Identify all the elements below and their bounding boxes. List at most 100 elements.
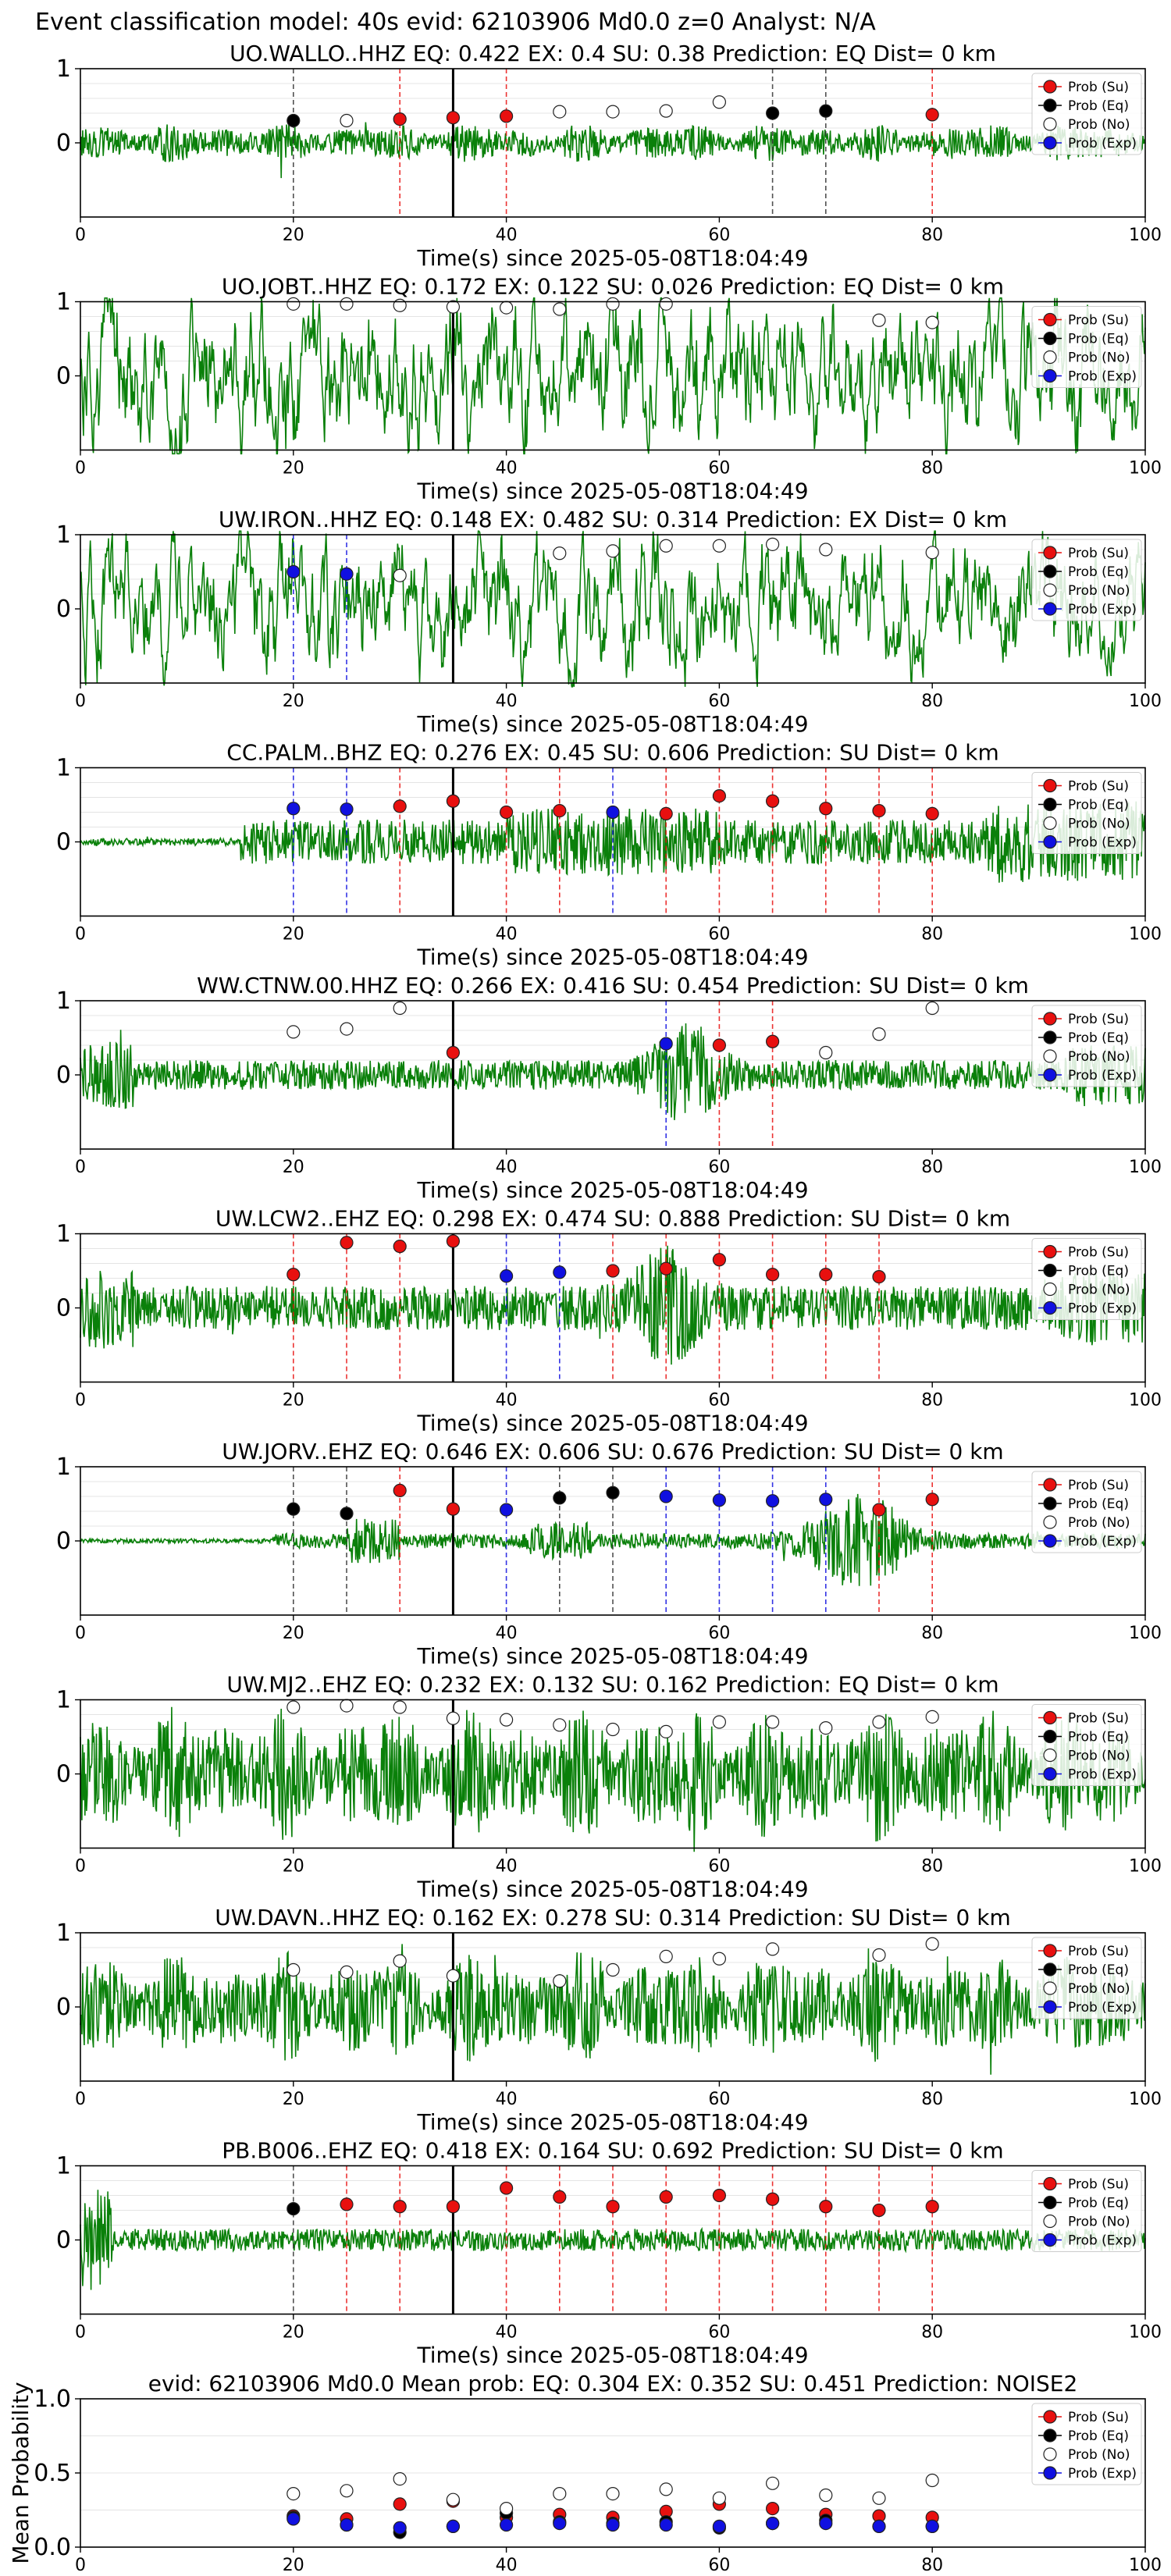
x-tick-label: 60: [708, 1857, 730, 1877]
y-tick-label: 0.5: [34, 2460, 71, 2487]
legend-marker-no: [1043, 1981, 1057, 1995]
legend-label-no: Prob (No): [1068, 350, 1130, 366]
x-tick-label: 100: [1129, 2090, 1162, 2109]
legend-label-no: Prob (No): [1068, 117, 1130, 133]
legend-label-exp: Prob (Exp): [1068, 2000, 1137, 2016]
legend-label-eq: Prob (Eq): [1068, 1962, 1129, 1978]
legend: Prob (Su) Prob (Eq) Prob (No) Prob (Exp): [1031, 2170, 1142, 2252]
legend: Prob (Su) Prob (Eq) Prob (No) Prob (Exp): [1031, 1238, 1142, 1320]
panel-6: UW.LCW2..EHZ EQ: 0.298 EX: 0.474 SU: 0.8…: [56, 1206, 1162, 1436]
legend-marker-eq: [1043, 1030, 1057, 1044]
prob-marker-no: [287, 1025, 301, 1039]
prob-marker-su: [659, 806, 673, 821]
legend: Prob (Su) Prob (Eq) Prob (No) Prob (Exp): [1031, 73, 1142, 155]
legend-label-su: Prob (Su): [1068, 1245, 1129, 1261]
legend-label-su: Prob (Su): [1068, 1944, 1129, 1959]
x-tick-label: 100: [1129, 1391, 1162, 1411]
prob-marker-exp: [659, 1489, 673, 1503]
prob-marker-no: [872, 1948, 886, 1962]
prob-marker-eq: [606, 1485, 620, 1500]
legend-marker-exp: [1043, 1534, 1057, 1548]
x-tick-label: 40: [496, 2323, 518, 2343]
legend-label-exp: Prob (Exp): [1068, 835, 1137, 851]
mean-marker-exp: [712, 2519, 727, 2533]
mean-marker-no: [925, 2473, 939, 2488]
prob-marker-exp: [712, 1493, 727, 1507]
legend: Prob (Su) Prob (Eq) Prob (No) Prob (Exp): [1031, 772, 1142, 854]
prob-marker-su: [553, 803, 567, 818]
waveform-trace: [80, 1245, 1146, 1365]
legend-label-su: Prob (Su): [1068, 80, 1129, 95]
panel-1: UO.WALLO..HHZ EQ: 0.422 EX: 0.4 SU: 0.38…: [56, 41, 1162, 271]
prob-marker-su: [765, 794, 780, 808]
y-tick-label: 1: [56, 1453, 71, 1481]
prob-marker-exp: [553, 1265, 567, 1279]
prob-marker-no: [606, 1722, 620, 1737]
prob-marker-no: [287, 297, 301, 311]
mean-marker-no: [553, 2487, 567, 2501]
x-tick-label: 80: [921, 1624, 943, 1643]
prob-marker-no: [340, 113, 354, 128]
mean-marker-exp: [819, 2517, 833, 2531]
prob-marker-no: [872, 313, 886, 327]
prob-marker-su: [446, 1502, 461, 1516]
waveform-trace: [80, 1023, 1146, 1120]
legend-box: [1031, 73, 1142, 155]
legend-marker-su: [1043, 2410, 1057, 2424]
prob-marker-no: [287, 1962, 301, 1977]
legend-label-eq: Prob (Eq): [1068, 1030, 1129, 1046]
legend-box: [1031, 1937, 1142, 2019]
y-tick-label: 0: [56, 363, 71, 390]
x-tick-label: 60: [708, 692, 730, 711]
x-tick-label: 20: [283, 2556, 304, 2575]
legend-marker-no: [1043, 1049, 1057, 1063]
legend-label-no: Prob (No): [1068, 1283, 1130, 1298]
prob-marker-no: [819, 543, 833, 557]
prob-marker-su: [499, 109, 514, 123]
x-tick-label: 60: [708, 1391, 730, 1411]
x-axis-label: Time(s) since 2025-05-08T18:04:49: [416, 2343, 808, 2368]
legend-label-no: Prob (No): [1068, 2215, 1130, 2230]
x-tick-label: 100: [1129, 226, 1162, 245]
x-tick-label: 100: [1129, 1857, 1162, 1877]
prob-marker-no: [712, 1715, 727, 1729]
legend-label-su: Prob (Su): [1068, 546, 1129, 561]
prob-marker-no: [712, 539, 727, 553]
prob-marker-su: [340, 2197, 354, 2211]
prob-marker-no: [287, 1700, 301, 1714]
mean-marker-exp: [765, 2517, 780, 2531]
panel-title: UW.IRON..HHZ EQ: 0.148 EX: 0.482 SU: 0.3…: [219, 507, 1007, 532]
prob-marker-su: [659, 2190, 673, 2204]
x-tick-label: 100: [1129, 1158, 1162, 1177]
legend-marker-no: [1043, 816, 1057, 831]
panel-2: UO.JOBT..HHZ EQ: 0.172 EX: 0.122 SU: 0.0…: [56, 274, 1162, 504]
prob-marker-su: [340, 1236, 354, 1250]
prob-marker-su: [765, 2192, 780, 2206]
legend-label-su: Prob (Su): [1068, 1012, 1129, 1027]
prob-marker-su: [659, 1261, 673, 1276]
y-tick-label: 0: [56, 1528, 71, 1555]
prob-marker-su: [446, 1234, 461, 1248]
prob-marker-su: [872, 1503, 886, 1517]
y-axis-label: Mean Probability: [8, 2382, 34, 2564]
panel-title: UW.MJ2..EHZ EQ: 0.232 EX: 0.132 SU: 0.16…: [226, 1672, 998, 1698]
x-tick-label: 40: [496, 1391, 518, 1411]
panel-title: UO.JOBT..HHZ EQ: 0.172 EX: 0.122 SU: 0.0…: [222, 274, 1004, 300]
prob-marker-no: [819, 1045, 833, 1060]
mean-marker-exp: [659, 2517, 673, 2532]
x-tick-label: 20: [283, 459, 304, 479]
prob-marker-su: [819, 802, 833, 816]
waveform-trace: [80, 1706, 1146, 1852]
prob-marker-su: [712, 788, 727, 803]
x-tick-label: 60: [708, 459, 730, 479]
legend-label-su: Prob (Su): [1068, 2410, 1129, 2425]
y-tick-label: 0: [56, 2227, 71, 2254]
legend-marker-exp: [1043, 2000, 1057, 2014]
legend-marker-eq: [1043, 1496, 1057, 1510]
mean-marker-exp: [287, 2512, 301, 2526]
x-tick-label: 80: [921, 692, 943, 711]
prob-marker-no: [712, 1952, 727, 1966]
legend-marker-su: [1043, 312, 1057, 327]
prob-marker-no: [340, 1022, 354, 1036]
